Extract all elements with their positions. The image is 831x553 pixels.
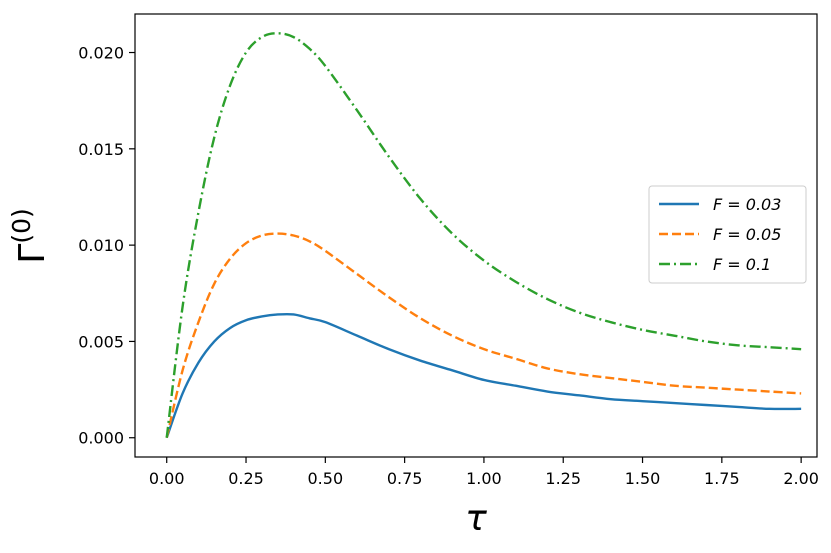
x-tick-label: 1.50 [625,469,661,488]
y-axis-label: Γ(0) [7,208,53,263]
legend-label-1: F = 0.03 [713,195,781,214]
y-axis-ticks: 0.000 0.005 0.010 0.015 0.020 [78,44,135,448]
x-axis-label: τ [465,498,487,539]
legend-box [648,185,807,284]
legend-label-3: F = 0.1 [713,255,771,274]
x-tick-label: 0.25 [228,469,264,488]
svg-text:Γ(0): Γ(0) [7,208,53,263]
x-tick-label: 1.25 [545,469,581,488]
x-tick-label: 0.00 [149,469,185,488]
series-line-1 [165,312,802,439]
y-axis-label-base: Γ [12,244,53,264]
x-tick-label: 0.50 [308,469,344,488]
plot-frame [134,13,818,458]
y-tick-label: 0.000 [78,429,124,448]
y-axis-label-superscript: (0) [7,208,36,243]
y-tick-label: 0.015 [78,140,124,159]
y-tick-label: 0.010 [78,236,124,255]
y-tick-label: 0.020 [78,44,124,63]
series-line-2 [165,232,802,439]
legend-label-2: F = 0.05 [713,225,781,244]
x-tick-label: 2.00 [783,469,819,488]
series-layer [165,32,802,439]
y-tick-label: 0.005 [78,332,124,351]
legend: F = 0.03 F = 0.05 F = 0.1 [648,185,807,284]
x-tick-label: 1.75 [704,469,740,488]
x-tick-label: 0.75 [387,469,423,488]
x-tick-label: 1.00 [466,469,502,488]
series-line-3 [165,32,802,438]
x-axis-ticks: 0.00 0.25 0.50 0.75 1.00 1.25 1.50 1.75 2.00 [149,457,819,488]
